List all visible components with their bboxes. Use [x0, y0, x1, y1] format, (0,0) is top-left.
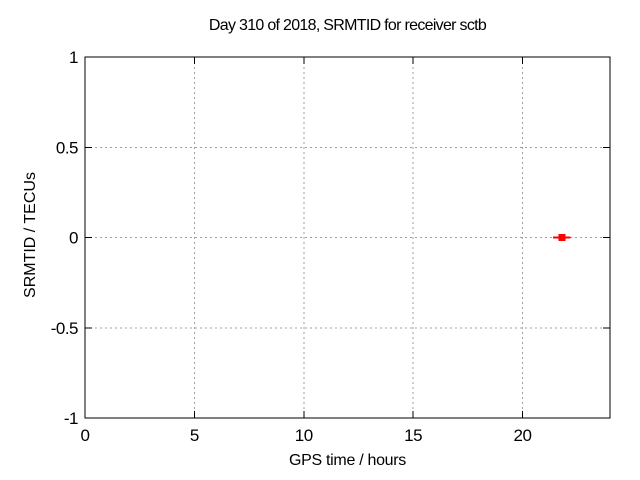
- y-tick-label: -0.5: [51, 319, 78, 338]
- y-tick-label: -1: [64, 409, 78, 428]
- x-tick-label: 20: [514, 426, 532, 445]
- x-axis-label: GPS time / hours: [288, 452, 407, 469]
- x-tick-label: 10: [295, 426, 313, 445]
- x-tick-label: 15: [404, 426, 422, 445]
- y-tick-label: 1: [69, 48, 78, 67]
- x-tick-label: 0: [81, 426, 90, 445]
- data-point: [558, 234, 566, 241]
- x-tick-label: 5: [190, 426, 199, 445]
- y-tick-label: 0.5: [56, 138, 78, 157]
- y-tick-label: 0: [69, 229, 78, 248]
- chart-title: Day 310 of 2018, SRMTID for receiver sct…: [208, 17, 487, 34]
